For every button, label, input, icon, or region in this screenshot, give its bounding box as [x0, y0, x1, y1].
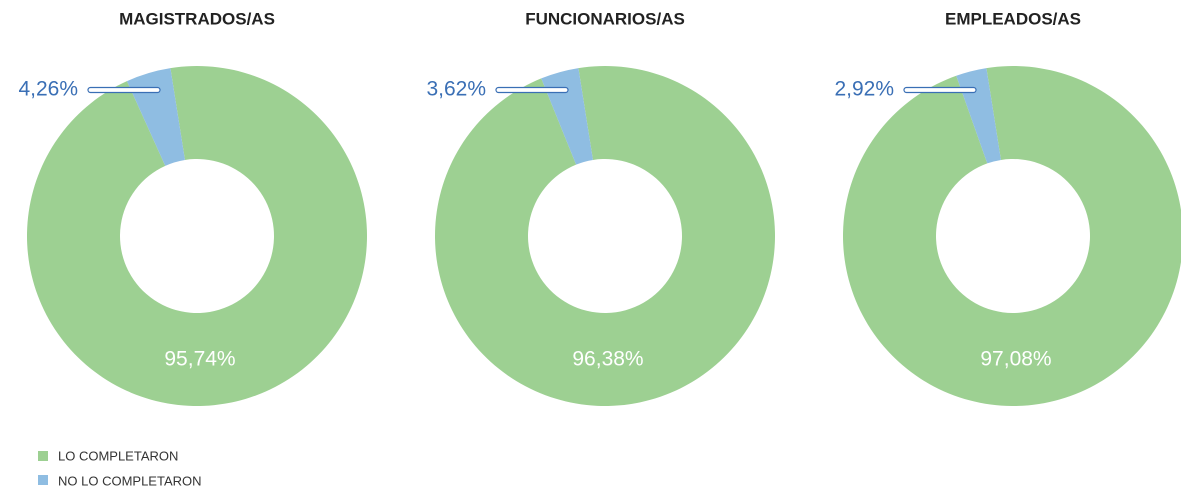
value-label: 97,08%	[980, 348, 1051, 371]
donut-slice	[843, 66, 1181, 406]
label-leader	[903, 86, 977, 94]
chart-title: EMPLEADOS/AS	[945, 9, 1081, 28]
donut-slice	[27, 65, 368, 406]
label-leader	[87, 86, 161, 94]
value-label: 3,62%	[426, 78, 486, 101]
value-label: 4,26%	[18, 78, 78, 101]
chart-title: MAGISTRADOS/AS	[119, 9, 275, 28]
legend-swatch	[38, 475, 48, 485]
value-label: 2,92%	[834, 78, 894, 101]
chart-title: FUNCIONARIOS/AS	[525, 9, 685, 28]
legend-label: LO COMPLETARON	[58, 448, 178, 463]
donut-slice	[435, 65, 776, 406]
value-label: 96,38%	[572, 348, 643, 371]
label-leader	[495, 86, 569, 94]
value-label: 95,74%	[164, 348, 235, 371]
legend-label: NO LO COMPLETARON	[58, 473, 202, 488]
legend-swatch	[38, 451, 48, 461]
